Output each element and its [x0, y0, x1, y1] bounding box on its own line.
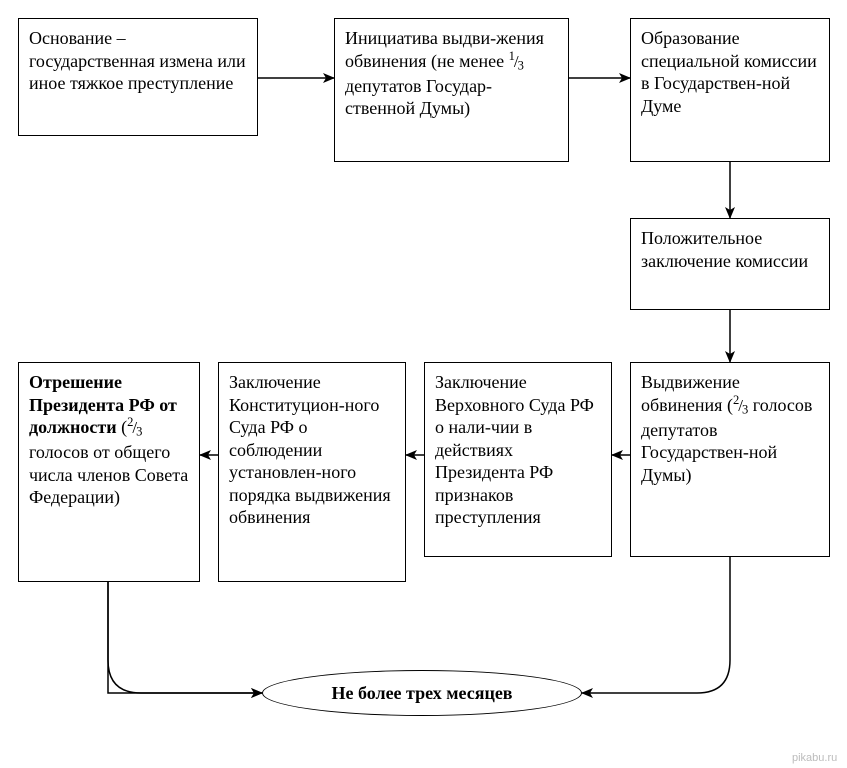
edge-n8-ellipse: [108, 582, 262, 693]
fraction-one-third: 1/3: [509, 49, 524, 74]
node-supreme-court: Заключение Верховного Суда РФ о нали-чии…: [424, 362, 612, 557]
fraction-two-thirds-duma: 2/3: [733, 393, 748, 418]
node-commission-formation-text: Образование специальной комиссии в Госуд…: [641, 28, 817, 116]
node-initiative: Инициатива выдви-жения обвинения (не мен…: [334, 18, 569, 162]
flowchart-canvas: Основание – государственная измена или и…: [0, 0, 847, 768]
node-initiative-post: депутатов Государ-ственной Думы): [345, 76, 492, 119]
node-removal-bold: Отрешение Президента РФ от должности: [29, 372, 177, 437]
node-constitutional-court-text: Заключение Конституцион-ного Суда РФ о с…: [229, 372, 391, 527]
node-removal-pre: (: [117, 417, 128, 437]
ellipse-timeframe: Не более трех месяцев: [262, 670, 582, 716]
node-accusation-duma: Выдвижение обвинения (2/3 голосов депута…: [630, 362, 830, 557]
ellipse-timeframe-text: Не более трех месяцев: [331, 683, 512, 704]
node-commission-formation: Образование специальной комиссии в Госуд…: [630, 18, 830, 162]
node-removal-post: голосов от общего числа членов Совета Фе…: [29, 442, 188, 507]
node-accusation-duma-pre: Выдвижение обвинения (: [641, 372, 740, 415]
node-basis-text: Основание – государственная измена или и…: [29, 28, 246, 93]
watermark: pikabu.ru: [792, 752, 837, 764]
node-removal: Отрешение Президента РФ от должности (2/…: [18, 362, 200, 582]
edge-n5-ellipse-curve: [582, 557, 730, 693]
node-constitutional-court: Заключение Конституцион-ного Суда РФ о с…: [218, 362, 406, 582]
edge-n8-ellipse-curve: [108, 582, 262, 693]
node-supreme-court-text: Заключение Верховного Суда РФ о нали-чии…: [435, 372, 594, 527]
node-basis: Основание – государственная измена или и…: [18, 18, 258, 136]
node-commission-positive-text: Положительное заключение комиссии: [641, 228, 808, 271]
node-commission-positive: Положительное заключение комиссии: [630, 218, 830, 310]
fraction-two-thirds-sf: 2/3: [127, 415, 142, 440]
